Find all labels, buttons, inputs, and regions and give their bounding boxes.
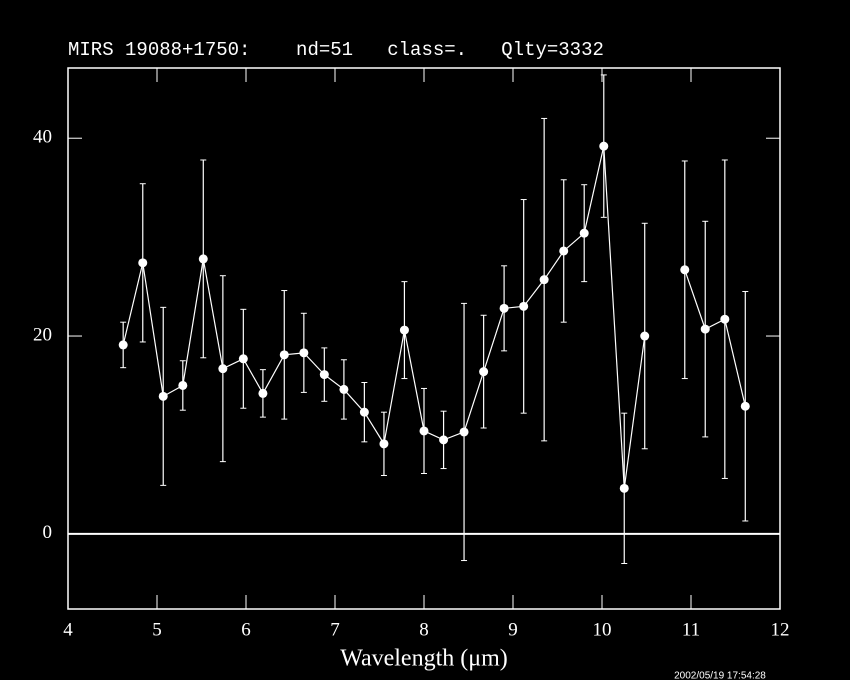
y-tick-label: 20 bbox=[33, 324, 52, 345]
x-tick-label: 6 bbox=[241, 619, 251, 640]
data-point bbox=[640, 331, 650, 341]
data-point bbox=[359, 407, 369, 417]
x-tick-label: 10 bbox=[593, 619, 612, 640]
data-point bbox=[339, 384, 349, 394]
data-point bbox=[419, 426, 429, 436]
data-point bbox=[519, 301, 529, 311]
data-line bbox=[122, 146, 746, 489]
x-tick-label: 12 bbox=[771, 619, 790, 640]
data-point bbox=[479, 367, 489, 377]
data-point bbox=[238, 354, 248, 364]
chart-title: MIRS 19088+1750: nd=51 class=. Qlty=3332 bbox=[68, 39, 604, 61]
data-point bbox=[740, 401, 750, 411]
data-point bbox=[539, 275, 549, 285]
data-point bbox=[619, 483, 629, 493]
data-point bbox=[579, 228, 589, 238]
x-tick-label: 9 bbox=[508, 619, 518, 640]
timestamp: 2002/05/19 17:54:28 bbox=[674, 671, 766, 680]
data-point bbox=[138, 258, 148, 268]
data-point bbox=[459, 427, 469, 437]
data-point bbox=[499, 303, 509, 313]
x-axis-label: Wavelength (μm) bbox=[340, 646, 508, 672]
data-point bbox=[379, 439, 389, 449]
data-point bbox=[178, 380, 188, 390]
data-point bbox=[158, 391, 168, 401]
data-point bbox=[439, 435, 449, 445]
data-point bbox=[720, 314, 730, 324]
x-tick-label: 5 bbox=[152, 619, 162, 640]
data-point bbox=[599, 141, 609, 151]
data-point bbox=[319, 370, 329, 380]
data-point bbox=[118, 340, 128, 350]
data-point bbox=[700, 324, 710, 334]
data-point bbox=[299, 348, 309, 358]
y-tick-label: 0 bbox=[43, 522, 53, 543]
data-point bbox=[279, 350, 289, 360]
data-point bbox=[559, 246, 569, 256]
data-point bbox=[218, 364, 228, 374]
x-tick-label: 7 bbox=[330, 619, 340, 640]
data-point bbox=[258, 388, 268, 398]
x-tick-label: 8 bbox=[419, 619, 429, 640]
data-point bbox=[399, 325, 409, 335]
data-point bbox=[680, 265, 690, 275]
x-tick-label: 11 bbox=[682, 619, 700, 640]
y-tick-label: 40 bbox=[33, 127, 52, 148]
plot-frame bbox=[67, 67, 781, 610]
data-point bbox=[198, 254, 208, 264]
x-tick-label: 4 bbox=[63, 619, 73, 640]
